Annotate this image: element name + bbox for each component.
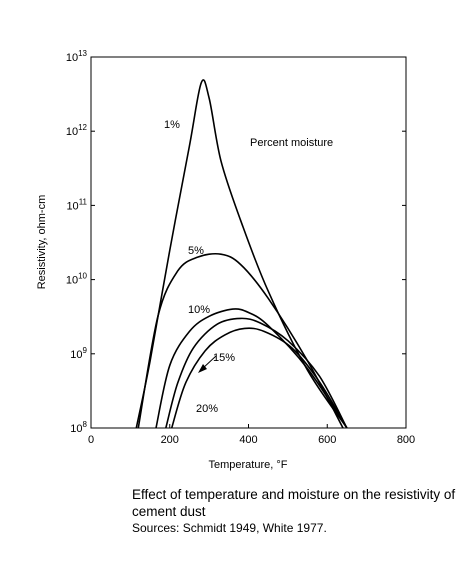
y-tick-label: 109 <box>70 346 87 361</box>
y-tick-exponent: 9 <box>83 346 88 355</box>
caption-sources: Sources: Schmidt 1949, White 1977. <box>132 521 327 535</box>
y-tick-label: 1010 <box>66 272 88 287</box>
y-tick-label: 1012 <box>66 123 88 138</box>
y-axis-title: Resistivity, ohm-cm <box>36 195 48 290</box>
y-tick-exponent: 10 <box>78 272 87 281</box>
label-5-percent: 5% <box>188 245 204 257</box>
legend-title: Percent moisture <box>250 137 333 149</box>
x-axis: 0 200 400 600 800 <box>88 424 415 446</box>
label-15-percent: 15% <box>213 352 235 364</box>
y-tick-base: 10 <box>66 126 78 138</box>
y-tick-base: 10 <box>70 349 82 361</box>
series-line-4 <box>165 317 348 429</box>
y-tick-exponent: 11 <box>79 197 88 206</box>
x-tick-label: 800 <box>397 434 415 446</box>
y-tick-label: 1013 <box>66 49 88 64</box>
x-tick-label: 0 <box>88 434 94 446</box>
x-tick-label: 600 <box>318 434 336 446</box>
y-tick-base: 10 <box>66 275 78 287</box>
label-1-percent: 1% <box>164 119 180 131</box>
x-tick-label: 400 <box>239 434 257 446</box>
label-20-percent: 20% <box>196 403 218 415</box>
series-line-5 <box>170 327 348 429</box>
y-tick-exponent: 13 <box>78 49 87 58</box>
x-tick-label: 200 <box>161 434 179 446</box>
y-tick-base: 10 <box>70 423 82 435</box>
y-tick-exponent: 12 <box>78 123 87 132</box>
series-line-2 <box>137 252 344 429</box>
caption-title: Effect of temperature and moisture on th… <box>132 487 456 519</box>
y-tick-base: 10 <box>66 200 78 212</box>
figure-caption: Effect of temperature and moisture on th… <box>132 486 462 536</box>
series-line-3 <box>155 308 348 429</box>
series-curves <box>135 79 348 429</box>
y-tick-exponent: 8 <box>83 420 88 429</box>
y-tick-base: 10 <box>66 52 78 64</box>
y-tick-label: 1011 <box>66 197 87 212</box>
y-tick-label: 108 <box>70 420 87 435</box>
x-axis-title: Temperature, °F <box>209 459 288 471</box>
label-10-percent: 10% <box>188 304 210 316</box>
label-15-percent-arrowhead <box>198 364 207 373</box>
